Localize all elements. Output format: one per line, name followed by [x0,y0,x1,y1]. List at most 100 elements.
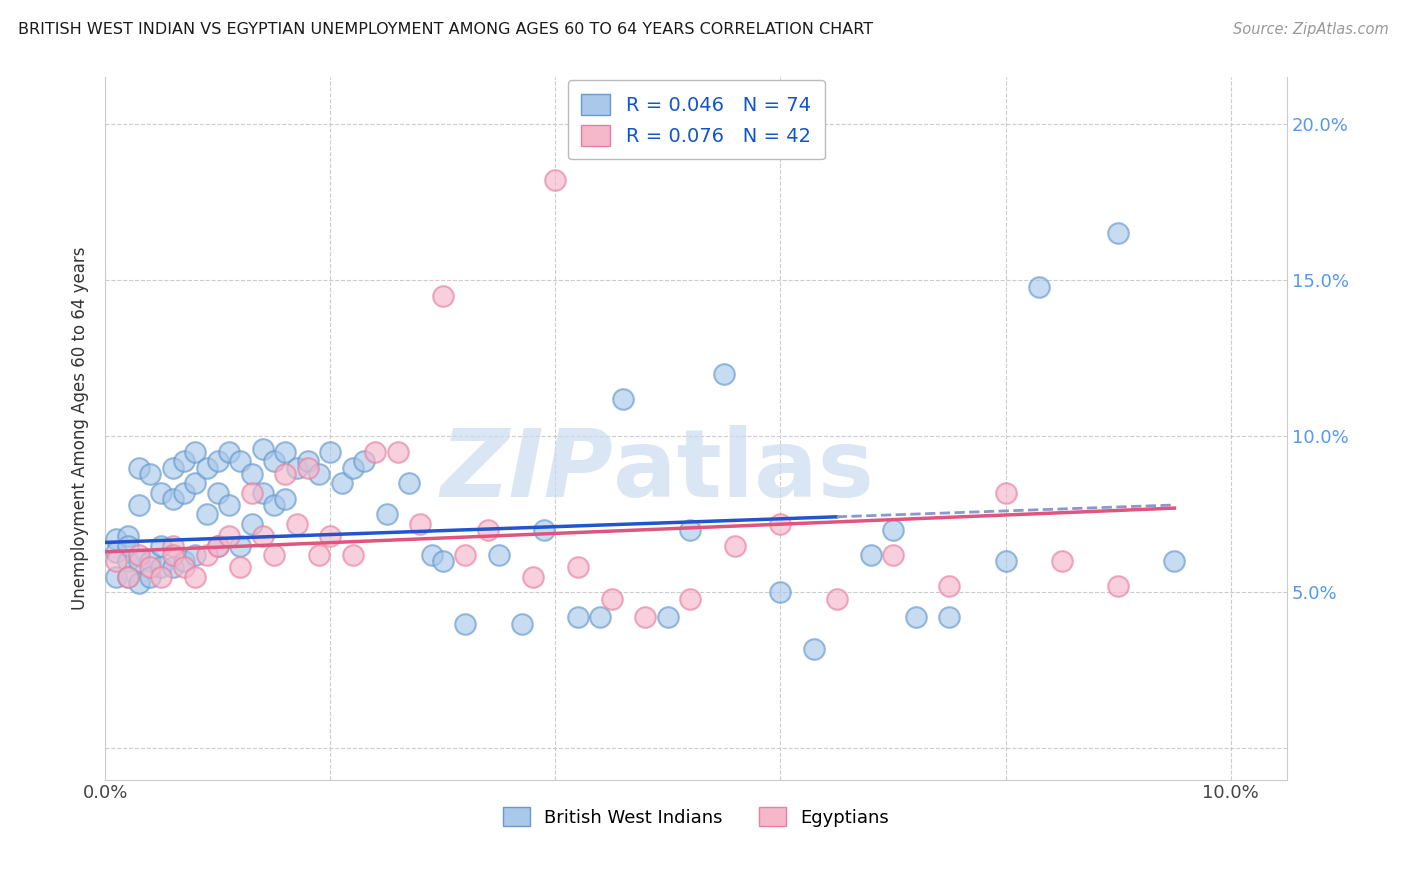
Point [207,539,229,553]
Point [375,508,398,522]
Point [308,467,330,481]
Point [128,498,150,512]
Point [150,570,173,584]
Point [173,560,195,574]
Point [128,576,150,591]
Point [274,491,297,506]
Point [634,610,657,624]
Point [162,548,184,562]
Point [139,554,162,568]
Text: Source: ZipAtlas.com: Source: ZipAtlas.com [1233,22,1389,37]
Point [589,610,612,624]
Point [567,560,589,574]
Point [432,289,454,303]
Point [454,616,477,631]
Point [218,529,240,543]
Point [128,460,150,475]
Point [252,442,274,456]
Point [342,548,364,562]
Point [218,445,240,459]
Point [195,508,218,522]
Point [679,591,702,606]
Point [173,485,195,500]
Point [825,591,848,606]
Point [488,548,510,562]
Point [769,516,792,531]
Point [229,560,252,574]
Point [600,591,623,606]
Point [342,460,364,475]
Point [218,498,240,512]
Point [1163,554,1185,568]
Point [510,616,533,631]
Point [128,548,150,562]
Point [420,548,443,562]
Point [207,539,229,553]
Point [184,476,207,491]
Point [207,454,229,468]
Point [105,570,128,584]
Point [128,554,150,568]
Point [297,460,319,475]
Point [533,523,555,537]
Point [162,460,184,475]
Point [769,585,792,599]
Point [150,560,173,574]
Point [477,523,499,537]
Point [612,392,634,406]
Point [117,539,139,553]
Point [105,533,128,547]
Point [994,554,1017,568]
Point [162,560,184,574]
Y-axis label: Unemployment Among Ages 60 to 64 years: Unemployment Among Ages 60 to 64 years [72,247,89,610]
Point [229,454,252,468]
Point [567,610,589,624]
Point [803,641,825,656]
Point [522,570,544,584]
Point [150,485,173,500]
Point [252,485,274,500]
Point [1107,227,1129,241]
Point [364,445,387,459]
Point [240,516,263,531]
Point [387,445,409,459]
Point [207,485,229,500]
Point [285,460,308,475]
Point [938,579,960,593]
Point [904,610,927,624]
Point [117,570,139,584]
Point [353,454,375,468]
Point [184,570,207,584]
Point [173,554,195,568]
Point [544,173,567,187]
Point [139,467,162,481]
Point [240,485,263,500]
Point [274,467,297,481]
Point [657,610,679,624]
Point [105,545,128,559]
Point [173,454,195,468]
Point [263,498,285,512]
Text: ZIP: ZIP [440,425,613,516]
Text: BRITISH WEST INDIAN VS EGYPTIAN UNEMPLOYMENT AMONG AGES 60 TO 64 YEARS CORRELATI: BRITISH WEST INDIAN VS EGYPTIAN UNEMPLOY… [18,22,873,37]
Point [117,554,139,568]
Point [938,610,960,624]
Point [263,454,285,468]
Point [297,454,319,468]
Point [454,548,477,562]
Point [240,467,263,481]
Point [319,445,342,459]
Point [274,445,297,459]
Point [882,548,904,562]
Point [994,485,1017,500]
Point [679,523,702,537]
Point [117,570,139,584]
Point [1107,579,1129,593]
Point [139,560,162,574]
Point [184,445,207,459]
Point [409,516,432,531]
Point [162,539,184,553]
Point [117,529,139,543]
Point [162,491,184,506]
Point [398,476,420,491]
